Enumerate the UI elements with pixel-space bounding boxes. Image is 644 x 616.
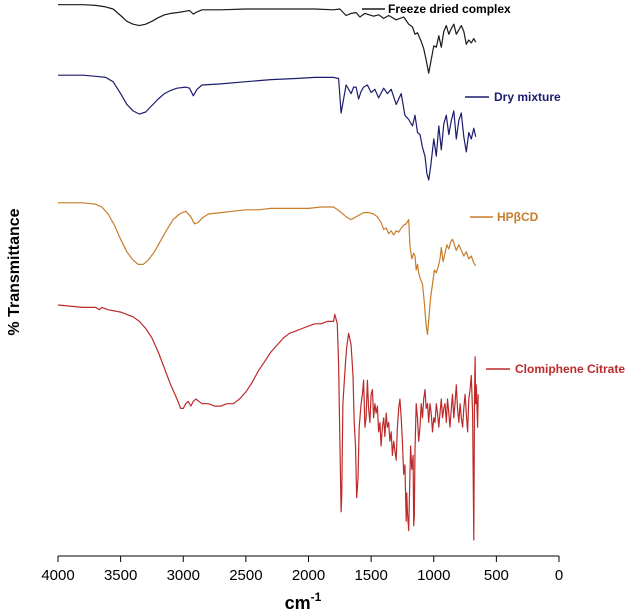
x-tick-label: 0 [555, 567, 563, 584]
x-tick-label: 2000 [292, 567, 325, 584]
x-tick-label: 500 [484, 567, 509, 584]
x-tick-label: 1500 [354, 567, 387, 584]
x-axis-title-exponent: -1 [311, 590, 322, 604]
x-tick-label: 1000 [417, 567, 450, 584]
x-axis-title-main: cm [285, 593, 311, 613]
series-line-1 [58, 4, 477, 74]
series-line-3 [58, 202, 477, 335]
legend-label-4: Clomiphene Citrate [515, 362, 625, 376]
x-tick-label: 2500 [229, 567, 262, 584]
legend-layer: Freeze dried complex Dry mixture HPβCD Clom… [362, 2, 625, 376]
legend-label-2: Dry mixture [494, 90, 561, 104]
x-tick-label: 4000 [41, 567, 74, 584]
series-line-2 [58, 74, 477, 181]
x-tick-label: 3000 [167, 567, 200, 584]
series-layer [57, 4, 479, 541]
x-tick-layer: 4000 3500 3000 2500 2000 1500 1000 500 0 [41, 556, 563, 584]
y-axis-title: % Transmittance [6, 208, 23, 335]
x-tick-label: 3500 [104, 567, 137, 584]
series-line-4 [57, 304, 479, 541]
legend-label-1: Freeze dried complex [388, 2, 511, 16]
x-axis-title: cm-1 [285, 590, 322, 613]
legend-label-3: HPβCD [497, 210, 539, 224]
